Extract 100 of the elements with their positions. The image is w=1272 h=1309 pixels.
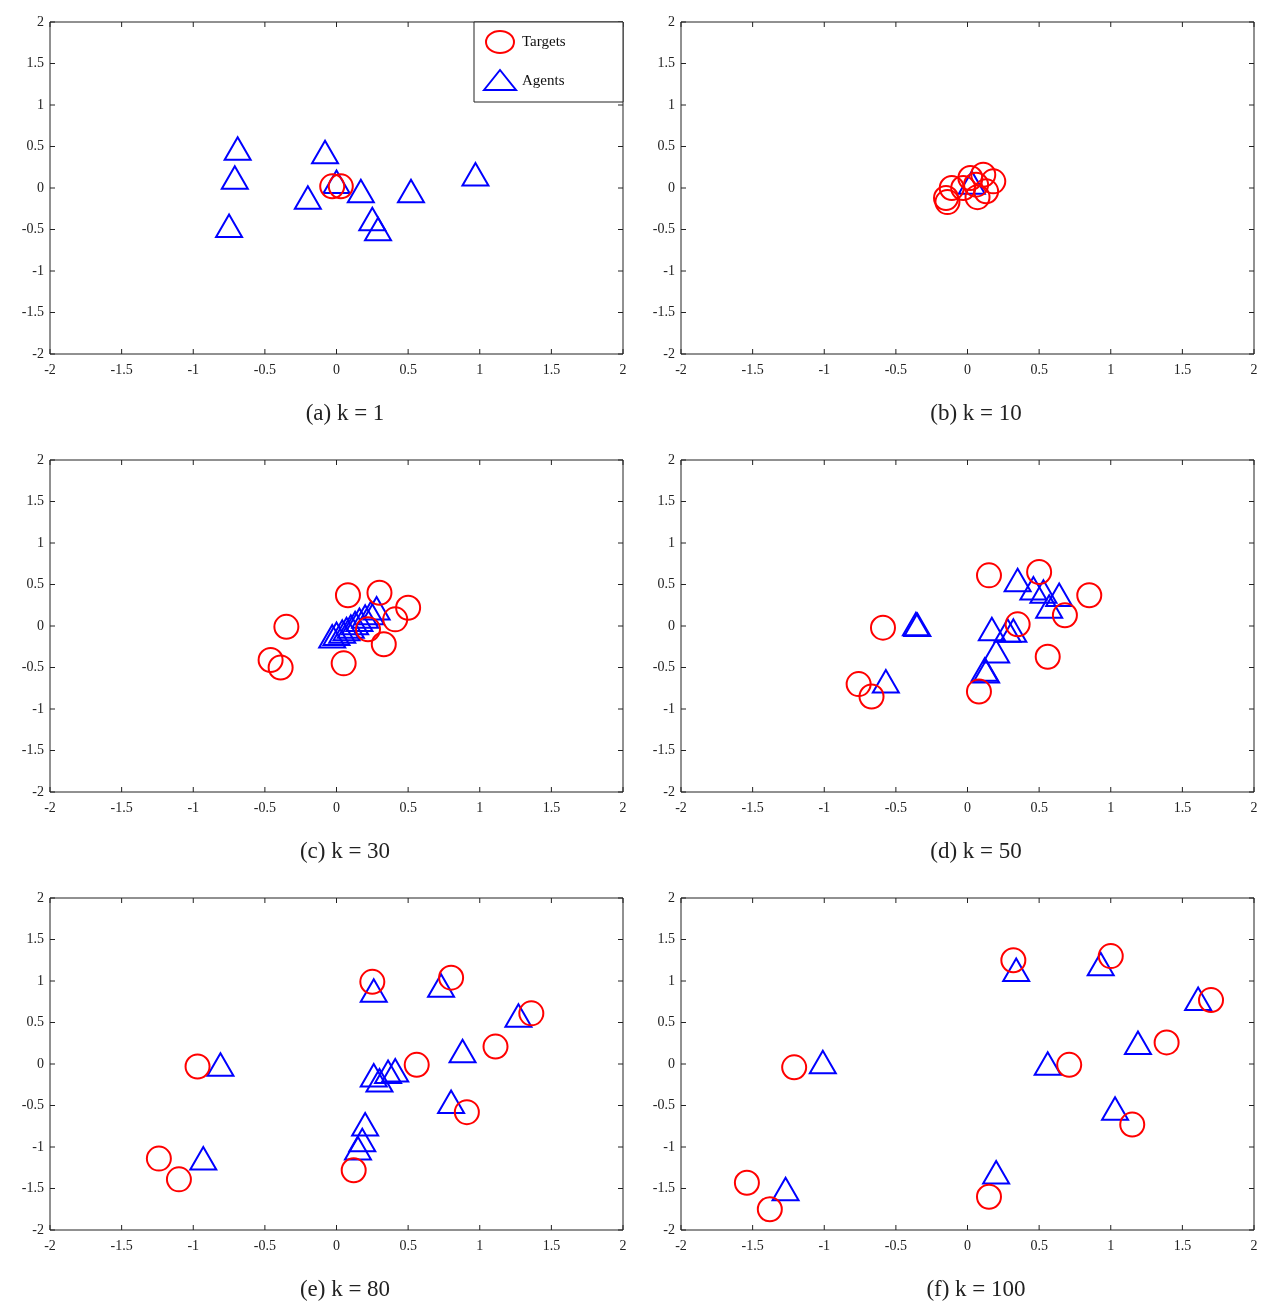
x-tick-label: 1.5 [542, 362, 561, 378]
y-tick-label: 1 [668, 534, 675, 550]
point [223, 136, 252, 161]
x-tick-label: 2 [1250, 800, 1258, 816]
y-tick-label: -1 [663, 1138, 675, 1154]
point [933, 184, 960, 211]
y-tick-label: -1 [32, 1138, 44, 1154]
x-tick-label: -0.5 [253, 800, 276, 816]
x-tick-label: 1 [1107, 1238, 1115, 1254]
y-tick-label: 1 [37, 96, 44, 112]
x-tick-label: 2 [619, 362, 627, 378]
y-tick-label: 2 [668, 451, 675, 467]
x-tick-label: 2 [619, 800, 627, 816]
x-tick-label: 1.5 [542, 800, 561, 816]
y-tick-label: 0 [37, 179, 44, 195]
x-tick-label: 0 [964, 362, 971, 378]
y-tick-label: 0.5 [26, 1014, 44, 1030]
y-tick-label: -1 [32, 262, 44, 278]
y-tick-label: -0.5 [21, 221, 44, 237]
x-tick-label: -1 [187, 800, 200, 816]
y-tick-label: 2 [668, 13, 675, 29]
x-tick-label: -1.5 [741, 362, 764, 378]
y-tick-label: -1.5 [652, 304, 675, 320]
x-tick-label: 1.5 [1173, 800, 1192, 816]
point [461, 162, 490, 187]
legend-label: Agents [522, 71, 565, 88]
x-tick-label: -0.5 [884, 800, 907, 816]
y-tick-label: 0 [668, 1055, 675, 1071]
y-tick-label: -1.5 [21, 1180, 44, 1196]
y-tick-label: -0.5 [21, 659, 44, 675]
text: (d) k = 50 [929, 838, 1023, 864]
point [220, 165, 249, 190]
x-tick-label: -0.5 [884, 1238, 907, 1254]
y-tick-label: -1.5 [21, 304, 44, 320]
x-tick-label: -1 [187, 1238, 200, 1254]
y-tick-label: 1.5 [26, 931, 44, 947]
x-tick-label: -1 [187, 362, 200, 378]
x-tick-label: -1.5 [110, 800, 133, 816]
x-tick-label: -1 [818, 362, 831, 378]
x-tick-label: 0.5 [399, 362, 417, 378]
y-tick-label: 0.5 [657, 138, 675, 154]
x-tick-label: 1 [476, 362, 484, 378]
y-tick-label: 0 [37, 617, 44, 633]
x-tick-label: 1 [1107, 362, 1115, 378]
point [358, 206, 387, 232]
x-tick-label: 1.5 [1173, 1238, 1192, 1254]
y-tick-label: 1.5 [657, 493, 675, 509]
x-tick-label: 0 [333, 800, 340, 816]
y-tick-label: -0.5 [652, 659, 675, 675]
x-tick-label: 1.5 [542, 1238, 561, 1254]
x-tick-label: 1.5 [1173, 362, 1192, 378]
point [963, 171, 990, 198]
y-tick-label: 2 [37, 13, 44, 29]
y-tick-label: -1 [663, 262, 675, 278]
x-tick-label: -1.5 [741, 800, 764, 816]
y-tick-label: 0 [37, 1055, 44, 1071]
point [950, 175, 977, 201]
point [346, 178, 375, 204]
y-tick-label: -0.5 [652, 1097, 675, 1113]
text: (c) k = 30 [298, 838, 392, 864]
point [215, 213, 244, 238]
x-tick-label: 0.5 [1030, 362, 1048, 378]
point [934, 189, 961, 216]
y-tick-label: -2 [32, 1221, 44, 1237]
y-tick-label: 0.5 [26, 576, 44, 592]
x-tick-label: -1.5 [110, 1238, 133, 1254]
point [364, 216, 393, 242]
x-tick-label: -1 [818, 800, 831, 816]
x-tick-label: 0 [964, 1238, 971, 1254]
y-tick-label: 1.5 [26, 493, 44, 509]
x-tick-label: -1.5 [741, 1238, 764, 1254]
y-tick-label: -1 [663, 700, 675, 716]
y-tick-label: -0.5 [652, 221, 675, 237]
point [322, 169, 351, 195]
x-tick-label: 0.5 [1030, 1238, 1048, 1254]
y-tick-label: -1.5 [652, 742, 675, 758]
x-tick-label: 1 [476, 800, 484, 816]
point [973, 178, 1000, 205]
text: (f) k = 100 [925, 1276, 1027, 1302]
legend-label: Targets [522, 32, 566, 49]
y-tick-label: 2 [37, 889, 44, 905]
x-tick-label: 0 [333, 1238, 340, 1254]
x-tick-label: -0.5 [253, 1238, 276, 1254]
x-tick-label: 2 [1250, 1238, 1258, 1254]
point [293, 185, 322, 210]
point [970, 161, 997, 188]
y-tick-label: -2 [663, 783, 675, 799]
y-tick-label: 0.5 [657, 576, 675, 592]
point [311, 139, 340, 165]
y-tick-label: -0.5 [21, 1097, 44, 1113]
point [980, 168, 1007, 195]
y-tick-label: 0.5 [657, 1014, 675, 1030]
y-tick-label: 1 [668, 96, 675, 112]
y-tick-label: 0 [668, 179, 675, 195]
y-tick-label: -1.5 [21, 742, 44, 758]
text: (a) k = 1 [304, 400, 386, 426]
y-tick-label: 0 [668, 617, 675, 633]
x-tick-label: -0.5 [884, 362, 907, 378]
point [964, 184, 991, 211]
x-tick-label: 2 [619, 1238, 627, 1254]
